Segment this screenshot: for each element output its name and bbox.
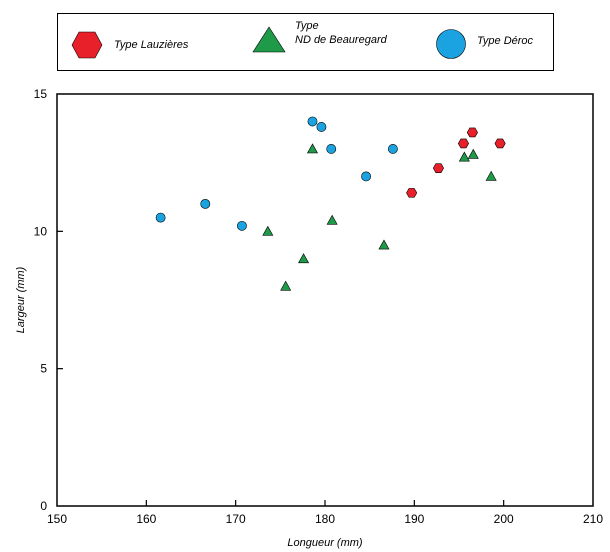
x-tick-label: 160: [136, 512, 156, 526]
legend-item-lauzieres: Type Lauzières: [70, 30, 188, 60]
point-deroc: [237, 220, 247, 231]
plot-area-frame: [56, 93, 594, 507]
point-deroc: [387, 144, 398, 154]
point-lauzieres: [457, 138, 470, 149]
point-deroc: [316, 122, 327, 132]
point-deroc: [361, 171, 371, 182]
x-tick-label: 170: [226, 512, 246, 526]
point-beauregard: [467, 148, 479, 159]
legend: Type Lauzières Type ND de Beauregard Typ…: [57, 13, 554, 71]
point-deroc: [200, 198, 211, 209]
point-beauregard: [280, 280, 292, 291]
y-tick-label: 15: [34, 87, 48, 101]
x-axis-label: Longueur (mm): [287, 537, 363, 549]
y-tick-label: 10: [34, 224, 48, 238]
point-beauregard: [485, 170, 497, 181]
data-points: [155, 116, 506, 291]
legend-label-line-1: Type: [295, 20, 319, 32]
x-axis: 150 160 170 180 190 200 210: [47, 500, 603, 526]
triangle-icon: [252, 26, 286, 53]
point-deroc: [307, 116, 318, 127]
x-tick-label: 190: [404, 512, 424, 526]
legend-label-beauregard: Type ND de Beauregard: [295, 19, 387, 47]
x-tick-label: 200: [494, 512, 514, 526]
legend-item-beauregard: Type ND de Beauregard: [251, 20, 387, 54]
point-beauregard: [298, 253, 310, 264]
y-tick-label: 0: [40, 499, 47, 513]
legend-label-deroc: Type Déroc: [477, 35, 534, 47]
hexagon-icon: [71, 31, 103, 59]
y-axis: 0 5 10 15: [34, 87, 63, 513]
point-beauregard: [378, 239, 390, 250]
y-tick-label: 5: [40, 362, 47, 376]
point-lauzieres: [406, 188, 418, 198]
point-lauzieres: [432, 163, 444, 173]
point-deroc: [155, 212, 166, 223]
circle-icon: [436, 29, 466, 59]
legend-label-line-2: ND de Beauregard: [295, 34, 387, 46]
x-tick-label: 180: [315, 512, 335, 526]
point-deroc: [326, 144, 337, 154]
point-lauzieres: [494, 138, 506, 149]
x-tick-label: 150: [47, 512, 67, 526]
point-beauregard: [458, 151, 470, 162]
legend-item-deroc: Type Déroc: [435, 28, 533, 60]
x-tick-label: 210: [583, 512, 603, 526]
legend-label-lauzieres: Type Lauzières: [114, 39, 189, 51]
point-lauzieres: [466, 127, 478, 138]
point-beauregard: [306, 143, 319, 154]
point-beauregard: [262, 225, 274, 236]
y-axis-label: Largeur (mm): [15, 266, 27, 333]
point-beauregard: [326, 214, 338, 225]
